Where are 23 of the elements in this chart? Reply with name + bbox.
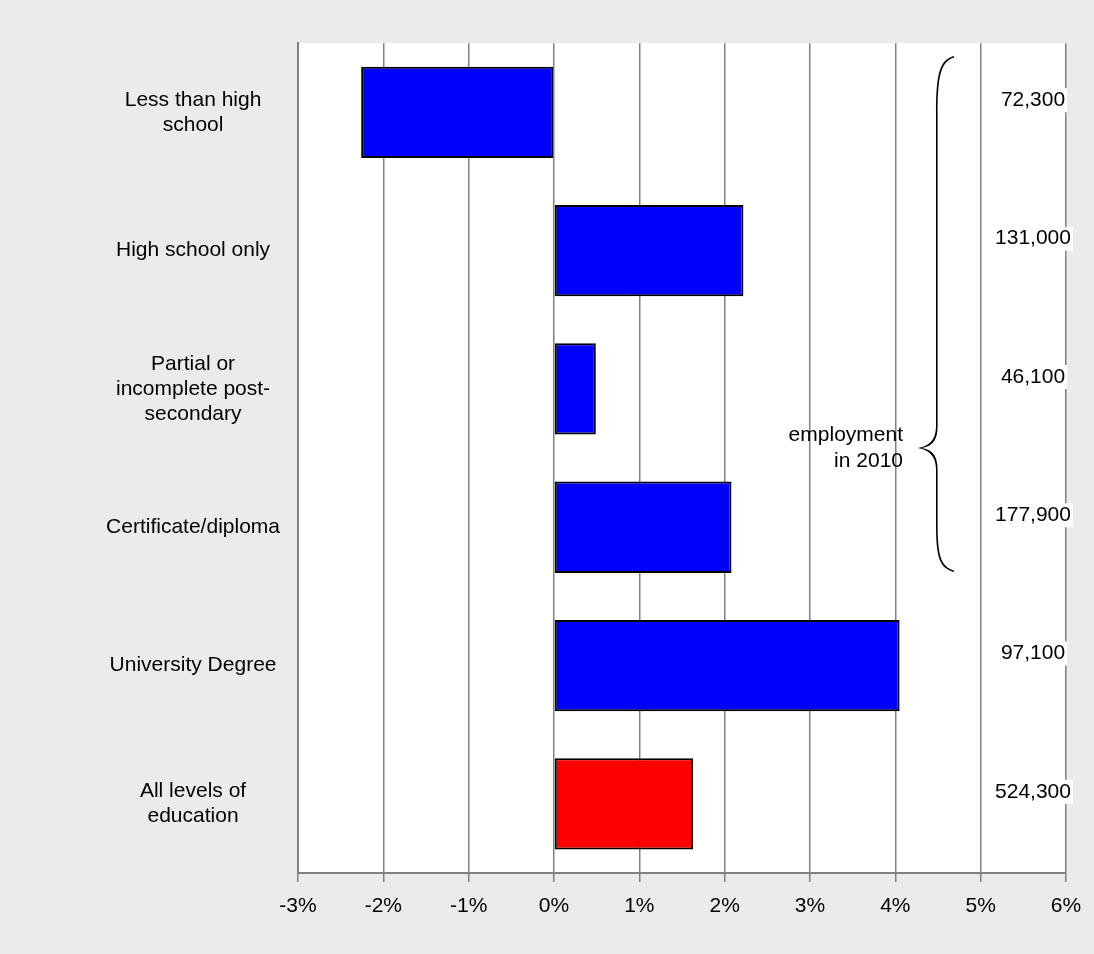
x-tick-label: 3% — [794, 893, 826, 917]
y-tick-label: University Degree — [109, 652, 277, 676]
y-tick-label: Certificate/diploma — [106, 514, 281, 538]
x-tick-label: 4% — [880, 893, 911, 917]
x-tick-label: -3% — [279, 893, 317, 917]
annotation: 131,000 — [995, 225, 1071, 249]
x-tick-label: 1% — [624, 893, 655, 917]
annotation: 72,300 — [1000, 87, 1066, 111]
x-tick-label: -1% — [449, 893, 488, 917]
y-tick-label: Less than high school — [124, 86, 262, 135]
annotation: 46,100 — [1000, 363, 1066, 387]
x-tick-label: -2% — [364, 893, 403, 917]
y-tick-label: Partial or incomplete post-secondary — [116, 350, 271, 424]
x-tick-label: 6% — [1050, 893, 1082, 917]
annotation: 177,900 — [995, 502, 1071, 526]
annotation: employment in 2010 — [788, 421, 904, 471]
annotation: 97,100 — [1000, 640, 1066, 664]
x-tick-label: 2% — [709, 893, 740, 917]
y-tick-label: High school only — [116, 237, 271, 261]
annotation: 524,300 — [995, 778, 1071, 802]
y-tick-label: All levels of education — [139, 778, 247, 827]
x-tick-label: 0% — [538, 893, 570, 917]
x-tick-label: 5% — [965, 893, 996, 917]
